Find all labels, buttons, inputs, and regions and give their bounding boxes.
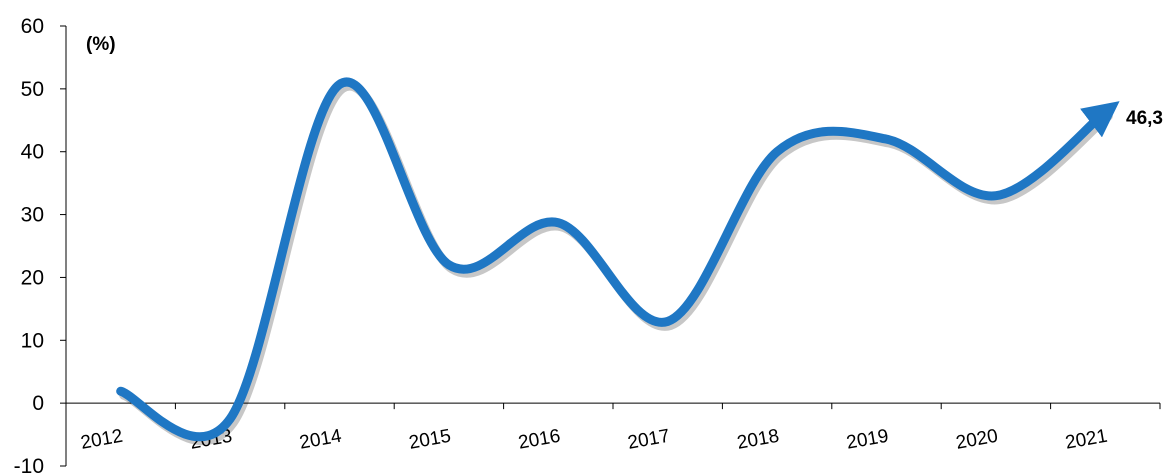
x-tick-label: 2016 bbox=[517, 426, 562, 454]
x-tick-label: 2014 bbox=[298, 426, 344, 454]
y-tick-label: 20 bbox=[21, 266, 44, 289]
x-tick-label: 2021 bbox=[1064, 426, 1109, 454]
x-tick-label: 2020 bbox=[954, 426, 999, 454]
x-tick-label: 2015 bbox=[407, 426, 452, 454]
y-axis-tick-labels: 60 50 40 30 20 10 0 -10 bbox=[14, 15, 44, 474]
axes bbox=[60, 25, 1161, 467]
x-axis-tick-labels: 2012 2013 2014 2015 2016 2017 2018 2019 2020 2021 bbox=[79, 426, 1109, 454]
x-tick-label: 2018 bbox=[736, 426, 781, 454]
end-value-label: 46,3 bbox=[1126, 108, 1163, 129]
series-layer bbox=[116, 77, 1120, 446]
y-tick-label: 50 bbox=[21, 78, 44, 101]
y-axis-unit-label: (%) bbox=[86, 34, 116, 55]
x-tick-label: 2012 bbox=[79, 426, 124, 454]
series-line-shadow bbox=[119, 81, 1113, 446]
series-line bbox=[116, 77, 1120, 442]
y-tick-label: 60 bbox=[21, 15, 44, 38]
y-tick-label: 40 bbox=[21, 141, 44, 164]
y-tick-label: 30 bbox=[21, 204, 44, 227]
y-tick-label: 10 bbox=[21, 329, 44, 352]
y-tick-label: 0 bbox=[32, 392, 44, 415]
x-tick-label: 2017 bbox=[626, 426, 671, 454]
y-tick-label: -10 bbox=[14, 455, 44, 474]
x-tick-label: 2019 bbox=[845, 426, 890, 454]
